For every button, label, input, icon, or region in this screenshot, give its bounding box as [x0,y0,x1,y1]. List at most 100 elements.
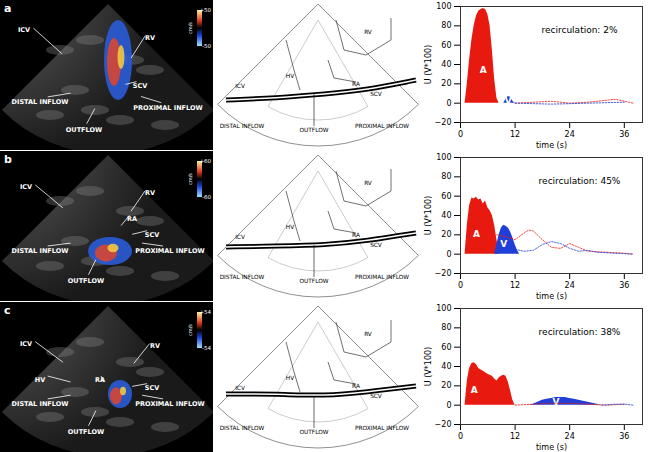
svg-text:SCV: SCV [133,82,147,90]
svg-text:RV: RV [364,331,372,337]
svg-text:DISTAL INFLOW: DISTAL INFLOW [220,274,265,280]
svg-text:PROXIMAL INFLOW: PROXIMAL INFLOW [355,123,409,129]
svg-text:+54: +54 [199,309,211,315]
svg-text:RV: RV [145,34,155,42]
svg-text:PROXIMAL INFLOW: PROXIMAL INFLOW [133,104,202,112]
svg-text:cm/s: cm/s [187,173,193,185]
svg-text:60: 60 [441,41,451,50]
svg-text:A: A [471,385,478,395]
svg-text:U (V*100): U (V*100) [424,196,433,235]
svg-text:-60: -60 [202,194,211,200]
svg-text:ICV: ICV [18,26,30,34]
svg-text:SCV: SCV [370,393,382,399]
svg-text:0: 0 [446,250,451,259]
svg-text:PROXIMAL INFLOW: PROXIMAL INFLOW [135,247,204,255]
svg-text:cm/s: cm/s [187,22,193,34]
svg-text:ICV: ICV [235,385,245,391]
svg-text:PROXIMAL INFLOW: PROXIMAL INFLOW [355,274,409,280]
svg-text:SCV: SCV [370,242,382,248]
svg-text:SCV: SCV [145,231,159,239]
svg-text:HV: HV [286,375,294,381]
svg-text:36: 36 [619,130,629,139]
svg-text:a: a [4,2,11,15]
svg-text:+50: +50 [199,7,211,13]
svg-text:HV: HV [286,73,294,79]
svg-text:A: A [473,229,480,239]
svg-text:RA: RA [352,383,360,389]
svg-text:U (V*100): U (V*100) [424,347,433,386]
svg-text:OUTFLOW: OUTFLOW [66,126,102,134]
svg-text:SCV: SCV [145,384,159,392]
svg-text:0: 0 [446,401,451,410]
svg-text:20: 20 [441,381,451,390]
svg-text:60: 60 [441,192,451,201]
svg-text:100: 100 [436,304,451,313]
svg-text:RV: RV [364,180,372,186]
svg-text:40: 40 [441,60,451,69]
svg-text:RA: RA [352,232,360,238]
svg-text:recirculation: 45%: recirculation: 45% [539,176,621,186]
svg-text:U (V*100): U (V*100) [424,45,433,84]
svg-text:PROXIMAL INFLOW: PROXIMAL INFLOW [355,425,409,431]
svg-text:ICV: ICV [235,234,245,240]
svg-text:-54: -54 [202,345,211,351]
svg-text:ICV: ICV [235,83,245,89]
svg-text:RV: RV [145,189,155,197]
svg-text:−20: −20 [435,118,452,127]
svg-text:OUTFLOW: OUTFLOW [300,278,329,284]
svg-text:+60: +60 [199,158,211,164]
svg-text:PROXIMAL INFLOW: PROXIMAL INFLOW [135,400,204,408]
svg-text:-50: -50 [202,43,211,49]
svg-text:80: 80 [441,323,451,332]
svg-text:36: 36 [619,432,629,441]
svg-text:40: 40 [441,211,451,220]
svg-text:40: 40 [441,362,451,371]
svg-text:12: 12 [510,281,520,290]
svg-text:V: V [500,239,507,249]
svg-text:V: V [553,397,560,407]
svg-text:OUTFLOW: OUTFLOW [68,428,104,436]
svg-text:HV: HV [35,376,45,384]
svg-text:ICV: ICV [20,340,32,348]
svg-text:80: 80 [441,172,451,181]
svg-text:0: 0 [458,130,463,139]
svg-text:cm/s: cm/s [187,324,193,336]
svg-text:100: 100 [436,153,451,162]
svg-text:12: 12 [510,432,520,441]
svg-text:OUTFLOW: OUTFLOW [68,277,104,285]
svg-text:V: V [505,96,512,106]
svg-text:0: 0 [458,281,463,290]
svg-text:DISTAL INFLOW: DISTAL INFLOW [220,123,265,129]
svg-text:24: 24 [565,432,575,441]
svg-text:time (s): time (s) [536,443,567,452]
svg-text:DISTAL INFLOW: DISTAL INFLOW [220,425,265,431]
svg-text:DISTAL INFLOW: DISTAL INFLOW [12,400,69,408]
svg-text:24: 24 [565,130,575,139]
svg-text:DISTAL INFLOW: DISTAL INFLOW [12,247,69,255]
svg-text:SCV: SCV [370,91,382,97]
svg-text:time (s): time (s) [536,292,567,301]
svg-text:100: 100 [436,2,451,11]
svg-text:80: 80 [441,21,451,30]
svg-text:ICV: ICV [20,183,32,191]
svg-text:12: 12 [510,130,520,139]
svg-text:OUTFLOW: OUTFLOW [300,429,329,435]
svg-text:RV: RV [364,29,372,35]
svg-text:RA: RA [352,81,360,87]
svg-text:60: 60 [441,343,451,352]
svg-text:DISTAL INFLOW: DISTAL INFLOW [12,98,69,106]
svg-text:−20: −20 [435,420,452,429]
svg-text:RA: RA [95,376,105,384]
svg-text:0: 0 [446,99,451,108]
svg-text:HV: HV [286,224,294,230]
svg-text:recirculation: 2%: recirculation: 2% [541,25,618,35]
svg-text:c: c [4,304,11,317]
svg-text:20: 20 [441,79,451,88]
svg-text:36: 36 [619,281,629,290]
svg-text:−20: −20 [435,269,452,278]
svg-text:RV: RV [150,342,160,350]
svg-text:24: 24 [565,281,575,290]
svg-text:20: 20 [441,230,451,239]
svg-text:time (s): time (s) [536,141,567,150]
svg-text:OUTFLOW: OUTFLOW [300,127,329,133]
